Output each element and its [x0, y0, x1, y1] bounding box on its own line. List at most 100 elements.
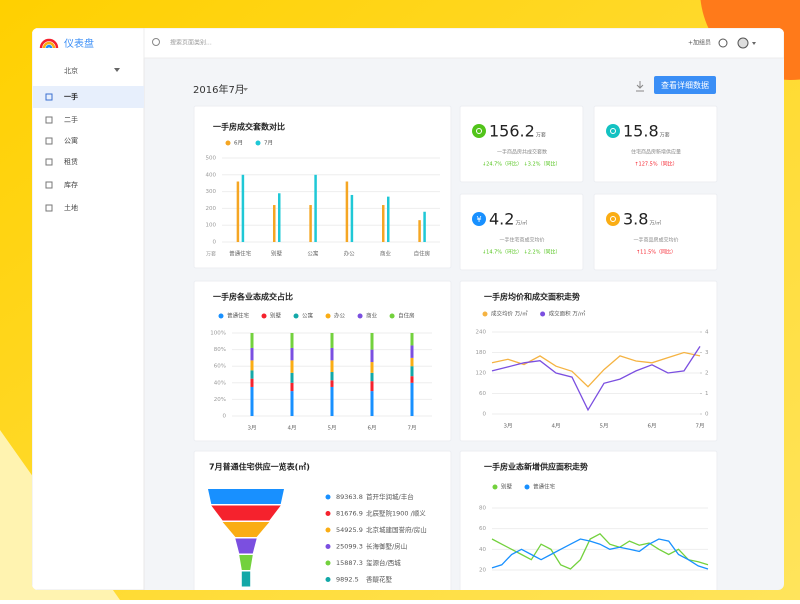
bar-segment [290, 347, 294, 361]
menu-item[interactable]: 库存 [64, 180, 78, 189]
legend-dot [325, 560, 331, 566]
chart-title: 一手房成交套数对比 [213, 122, 285, 132]
x-tick-label: 公寓 [307, 250, 319, 258]
bar-segment [250, 378, 254, 387]
bar-segment [250, 370, 254, 379]
add-member[interactable]: +加组员 [688, 39, 711, 47]
card [459, 280, 718, 442]
y-tick-label: 240 [476, 330, 487, 336]
legend-dot [325, 577, 331, 582]
x-tick-label: 5月 [600, 423, 609, 430]
chart-title: 一手房均价和成交面积走势 [484, 292, 580, 302]
legend-dot [325, 494, 331, 500]
bar-segment [250, 333, 254, 348]
bar-segment [290, 372, 294, 383]
detail-button-text[interactable]: 查看详细数据 [661, 80, 709, 90]
kpi-icon-inner [610, 128, 616, 134]
y-tick-label: 200 [206, 206, 217, 212]
kpi-icon [472, 212, 486, 226]
chart-title: 一手房各业态成交占比 [213, 292, 293, 302]
menu-item[interactable]: 二手 [64, 115, 78, 124]
menu-icon [45, 158, 53, 166]
bar [350, 194, 354, 242]
legend-label: 别墅 [501, 483, 513, 491]
x-tick-label: 5月 [328, 425, 337, 432]
x-tick-label: 7月 [408, 425, 417, 432]
y-tick-label: 60 [479, 391, 486, 397]
kpi-unit: 万/㎡ [649, 220, 661, 227]
legend-dot [325, 511, 331, 516]
legend-dot [325, 544, 331, 549]
card [193, 280, 452, 442]
legend-dot [218, 313, 224, 319]
card [593, 105, 718, 183]
theme-icon[interactable] [718, 38, 728, 48]
bar-segment [330, 360, 334, 373]
date-select[interactable]: 2016年7月 [193, 83, 245, 96]
card [459, 193, 584, 271]
bar-segment [410, 366, 414, 377]
bar-segment [290, 333, 294, 348]
legend-dot [482, 311, 488, 317]
kpi-icon [472, 124, 486, 138]
legend-label: 普通住宅 [533, 483, 556, 491]
legend-label: 普通住宅 [227, 312, 250, 320]
funnel-label: 北京城建国誉府/房山 [366, 525, 427, 534]
legend-label: 7月 [264, 140, 273, 147]
caret [752, 42, 756, 45]
funnel-segment [211, 505, 281, 521]
menu-item[interactable]: 土地 [64, 203, 78, 212]
legend-dot [357, 313, 363, 319]
menu-item[interactable]: 公寓 [64, 136, 78, 145]
funnel-value: 81676.9 [336, 510, 363, 518]
funnel-label: 长海御墅/房山 [366, 542, 407, 551]
bar-segment [370, 372, 374, 382]
kpi-label: 住宅商品房新增供应量 [631, 149, 681, 156]
y-tick-label: 0 [483, 412, 487, 418]
funnel-value: 89363.8 [336, 493, 363, 501]
funnel-segment [241, 571, 251, 587]
legend-dot [255, 140, 261, 146]
city-select[interactable]: 北京 [64, 66, 78, 75]
logo-arc [45, 44, 53, 49]
funnel-label: 首开华润城/丰台 [366, 492, 414, 501]
logo-arc [39, 38, 59, 49]
line [491, 538, 709, 570]
detail-button[interactable] [654, 76, 716, 94]
card [193, 450, 452, 590]
menu-icon [45, 93, 53, 101]
bar [241, 174, 245, 242]
y-tick-label: 60 [479, 526, 486, 532]
avatar[interactable] [737, 37, 749, 49]
x-tick-label: 普通住宅 [229, 250, 252, 258]
menu-item[interactable]: 租赁 [64, 157, 78, 166]
menu-item[interactable]: 一手 [64, 92, 78, 101]
card [459, 450, 718, 590]
kpi-value: 4.2 [489, 210, 514, 229]
logo-arc [42, 41, 56, 49]
search-icon [152, 38, 160, 46]
legend-dot [325, 313, 331, 319]
caret [243, 88, 248, 91]
y-tick-label: 120 [476, 371, 487, 377]
bar [278, 193, 281, 242]
x-tick-label: 商业 [380, 250, 392, 258]
chart-title: 一手房业态新增供应面积走势 [484, 462, 588, 472]
legend-label: 商业 [366, 312, 378, 320]
bar [314, 174, 317, 242]
bar-segment [410, 382, 414, 416]
menu-icon [45, 116, 53, 124]
bar-segment [330, 333, 334, 348]
bar [309, 205, 312, 242]
download-icon[interactable] [636, 81, 644, 92]
bar-segment [330, 372, 334, 381]
topbar [143, 28, 784, 59]
x-tick-label: 4月 [552, 423, 561, 430]
card [193, 105, 452, 269]
legend-dot [389, 313, 395, 319]
kpi-label: 一手商品房共成交套数 [497, 149, 547, 156]
kpi-icon [606, 124, 620, 138]
window: 仪表盘 北京 搜索页面类别... +加组员 2016年7月 查看详细数据 一手二… [32, 28, 784, 590]
search-input[interactable]: 搜索页面类别... [170, 39, 212, 47]
legend-dot [492, 484, 498, 490]
